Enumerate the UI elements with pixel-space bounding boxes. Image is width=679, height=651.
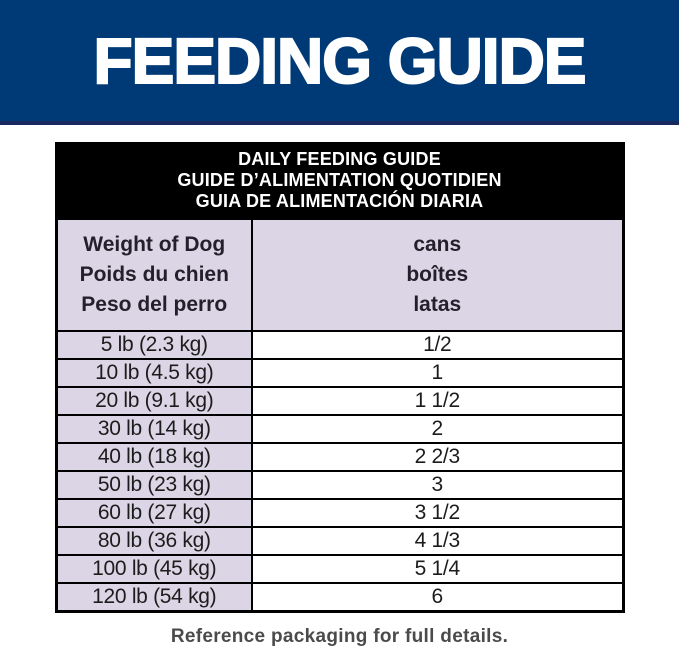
table-row: 80 lb (36 kg) 4 1/3 [55, 525, 624, 556]
weight-cell: 120 lb (54 kg) [55, 581, 253, 613]
table-title-cell: DAILY FEEDING GUIDE GUIDE D’ALIMENTATION… [55, 142, 624, 220]
weight-cell: 40 lb (18 kg) [55, 441, 253, 472]
reference-note: Reference packaging for full details. [170, 625, 509, 647]
table-title-row: DAILY FEEDING GUIDE GUIDE D’ALIMENTATION… [55, 142, 624, 220]
table-row: 100 lb (45 kg) 5 1/4 [55, 553, 624, 584]
table-row: 20 lb (9.1 kg) 1 1/2 [55, 385, 624, 416]
cans-column-header: cans boîtes latas [251, 217, 624, 332]
cans-value-cell: 6 [251, 581, 624, 613]
table-title-fr: GUIDE D’ALIMENTATION QUOTIDIEN [177, 169, 502, 190]
table-title-es: GUIA DE ALIMENTACIÓN DIARIA [195, 190, 484, 211]
table-row: 60 lb (27 kg) 3 1/2 [55, 497, 624, 528]
cans-value-cell: 1 1/2 [251, 385, 624, 416]
cans-value-cell: 1 [251, 357, 624, 388]
cans-value-cell: 3 [251, 469, 624, 500]
feeding-guide-banner: FEEDING GUIDE [0, 0, 679, 125]
table-row: 40 lb (18 kg) 2 2/3 [55, 441, 624, 472]
weight-cell: 10 lb (4.5 kg) [55, 357, 253, 388]
daily-feeding-guide-table: DAILY FEEDING GUIDE GUIDE D’ALIMENTATION… [54, 142, 625, 613]
weight-cell: 20 lb (9.1 kg) [55, 385, 253, 416]
table-row: 30 lb (14 kg) 2 [55, 413, 624, 444]
cans-value-cell: 5 1/4 [251, 553, 624, 584]
cans-value-cell: 2 2/3 [251, 441, 624, 472]
cans-value-cell: 4 1/3 [251, 525, 624, 556]
weight-header-es: Peso del perro [81, 292, 228, 316]
weight-header-en: Weight of Dog [83, 232, 226, 256]
weight-cell: 60 lb (27 kg) [55, 497, 253, 528]
banner-title: FEEDING GUIDE [93, 24, 588, 98]
weight-cell: 50 lb (23 kg) [55, 469, 253, 500]
table-row: 5 lb (2.3 kg) 1/2 [55, 329, 624, 360]
table-row: 10 lb (4.5 kg) 1 [55, 357, 624, 388]
table-row: 50 lb (23 kg) 3 [55, 469, 624, 500]
cans-value-cell: 3 1/2 [251, 497, 624, 528]
weight-column-header: Weight of Dog Poids du chien Peso del pe… [55, 217, 253, 332]
weight-header-fr: Poids du chien [79, 262, 229, 286]
cans-value-cell: 1/2 [251, 329, 624, 360]
weight-cell: 100 lb (45 kg) [55, 553, 253, 584]
cans-header-fr: boîtes [406, 262, 469, 286]
table-row: 120 lb (54 kg) 6 [55, 581, 624, 613]
table-title-en: DAILY FEEDING GUIDE [238, 149, 441, 169]
column-header-row: Weight of Dog Poids du chien Peso del pe… [55, 217, 624, 332]
weight-cell: 5 lb (2.3 kg) [55, 329, 253, 360]
cans-header-en: cans [413, 232, 462, 256]
weight-cell: 30 lb (14 kg) [55, 413, 253, 444]
cans-value-cell: 2 [251, 413, 624, 444]
weight-cell: 80 lb (36 kg) [55, 525, 253, 556]
cans-header-es: latas [413, 292, 462, 316]
